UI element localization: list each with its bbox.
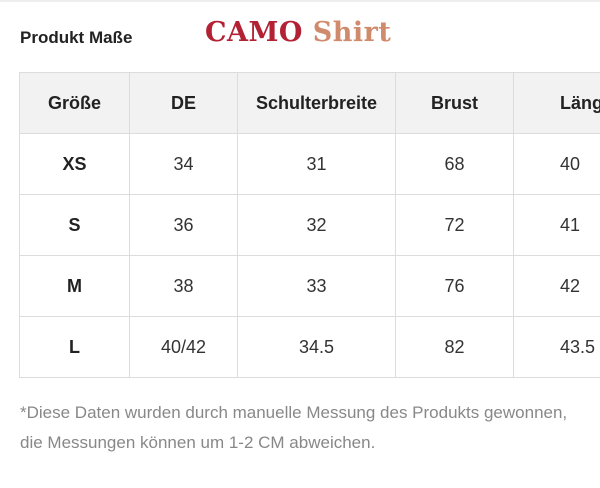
table-cell-de: 34 [129, 133, 238, 195]
column-header-chest: Brust [395, 72, 514, 134]
table-cell-shoulder-width: 33 [237, 255, 396, 317]
brand-logo-part2: Shirt [312, 17, 392, 48]
column-header-length: Länge [513, 72, 600, 134]
table-cell-size: L [19, 316, 130, 378]
table-cell-shoulder-width: 32 [237, 194, 396, 256]
table-cell-shoulder-width: 34.5 [237, 316, 396, 378]
column-header-size: Größe [19, 72, 130, 134]
page-title: Produkt Maße [20, 28, 133, 47]
table-cell-de: 38 [129, 255, 238, 317]
table-cell-chest: 82 [395, 316, 514, 378]
brand-logo-part1: CAMO [205, 17, 303, 48]
table-cell-size: S [19, 194, 130, 256]
measurement-disclaimer: *Diese Daten wurden durch manuelle Messu… [20, 403, 568, 452]
table-cell-shoulder-width: 31 [237, 133, 396, 195]
table-cell-length: 42 [513, 255, 600, 317]
column-header-shoulder-width: Schulterbreite [237, 72, 396, 134]
table-row: XS 34 31 68 40 [19, 133, 600, 195]
table-cell-size: XS [19, 133, 130, 195]
table-cell-length: 41 [513, 194, 600, 256]
table-header-row: Größe DE Schulterbreite Brust Länge [19, 72, 600, 134]
table-row: S 36 32 72 41 [19, 194, 600, 256]
table-cell-de: 36 [129, 194, 238, 256]
column-header-de: DE [129, 72, 238, 134]
size-table: Größe DE Schulterbreite Brust Länge XS 3… [19, 72, 600, 378]
table-cell-de: 40/42 [129, 316, 238, 378]
table-cell-size: M [19, 255, 130, 317]
table-row: L 40/42 34.5 82 43.5 [19, 316, 600, 378]
table-row: M 38 33 76 42 [19, 255, 600, 317]
table-cell-chest: 76 [395, 255, 514, 317]
table-cell-length: 40 [513, 133, 600, 195]
table-cell-chest: 72 [395, 194, 514, 256]
table-cell-chest: 68 [395, 133, 514, 195]
top-divider [0, 0, 600, 2]
table-cell-length: 43.5 [513, 316, 600, 378]
brand-logo: CAMO Shirt [205, 16, 391, 50]
size-table-container: Größe DE Schulterbreite Brust Länge XS 3… [19, 72, 600, 380]
